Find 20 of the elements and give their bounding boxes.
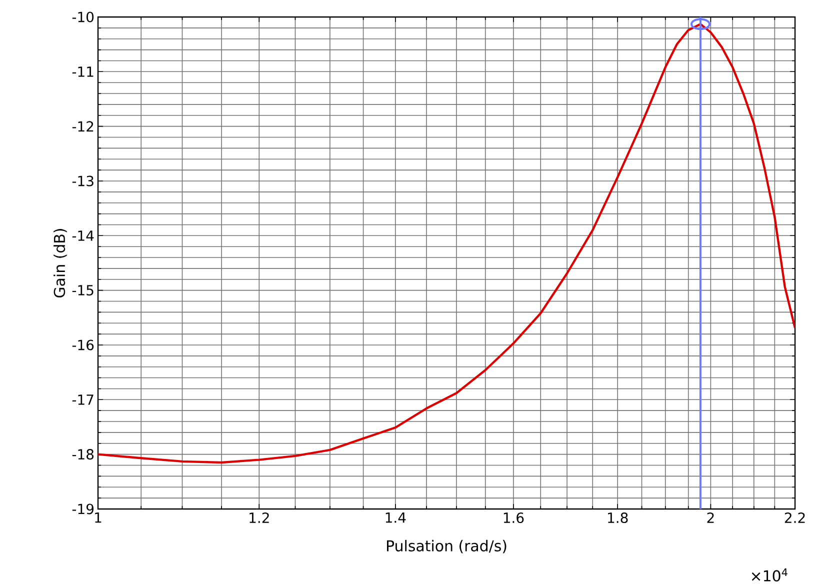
y-tick-label: -17 — [72, 394, 94, 405]
y-tick-label: -15 — [72, 285, 94, 296]
y-tick-label: -12 — [72, 121, 94, 132]
y-tick-label: -13 — [72, 176, 94, 186]
y-tick-label: -18 — [72, 449, 94, 460]
y-axis-title: Gain (dB) — [54, 229, 67, 298]
x-tick-label: 2 — [707, 512, 714, 523]
x-tick-label: 1.8 — [608, 512, 628, 524]
y-tick-label: -16 — [72, 340, 94, 350]
x-tick-label: 1.6 — [504, 512, 524, 524]
x-tick-label: 1.4 — [386, 512, 406, 523]
x-tick-label: 1 — [95, 512, 102, 523]
y-tick-label: -19 — [72, 504, 94, 514]
x-tick-label: 2.2 — [784, 512, 805, 523]
y-tick-label: -11 — [72, 66, 94, 77]
y-tick-label: -14 — [72, 230, 94, 241]
text: ×10$^{4}$ — [752, 568, 788, 582]
y-tick-label: -10 — [72, 12, 94, 22]
x-tick-label: 1.2 — [250, 512, 269, 523]
x-axis-title: Pulsation (rad/s) — [387, 540, 506, 554]
